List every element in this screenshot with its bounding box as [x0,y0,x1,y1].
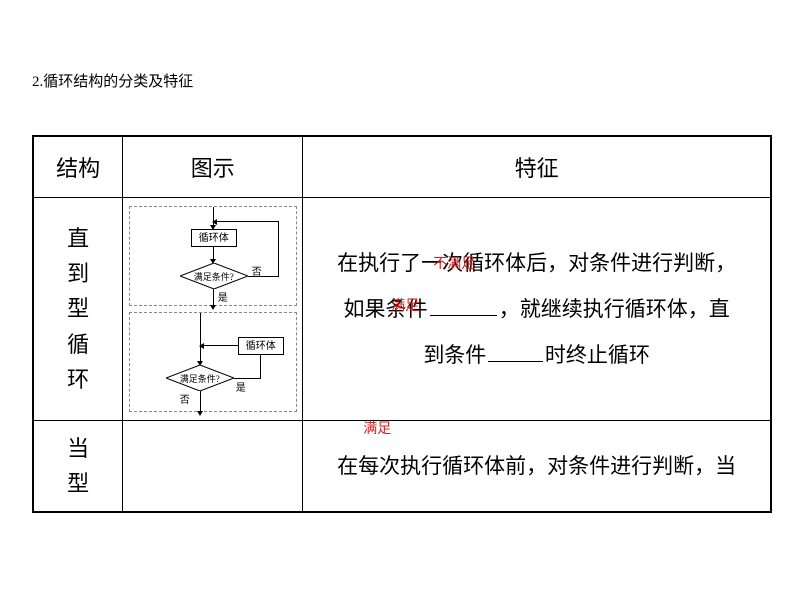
header-feature: 特征 [303,136,771,198]
struct-label-while: 当 型 [33,421,123,513]
loop-body-box-while: 循环体 [238,337,284,355]
flowchart-while: 满足条件? 是 循环体 否 [129,312,297,412]
edge-yes-while: 是 [236,379,246,394]
header-row: 结构 图示 特征 [33,136,771,198]
edge-yes: 是 [218,289,228,304]
header-structure: 结构 [33,136,123,198]
condition-diamond-while: 满足条件? [166,365,234,391]
diagram-while-cell [123,421,303,513]
blank-1 [430,295,497,316]
row-while-loop: 当 型 在每次执行循环体前，对条件进行判断，当 满足 [33,421,771,513]
header-diagram: 图示 [123,136,303,198]
row-until-loop: 直 到 型 循 环 循环体 满足条件? [33,198,771,421]
feat2-l1: 在每次执行循环体前，对条件进行判断，当 [337,454,736,478]
page-title: 2.循环结构的分类及特征 [32,70,193,91]
feat1-l2b: ，就继续执行循环体，直 [499,297,730,321]
struct-label-until: 直 到 型 循 环 [33,198,123,421]
flowchart-until: 循环体 满足条件? 否 是 [129,206,297,306]
annotation-satisfied-1: 满足 [391,290,419,321]
feature-while: 在每次执行循环体前，对条件进行判断，当 满足 [303,421,771,513]
edge-no-while: 否 [180,391,190,406]
condition-diamond: 满足条件? [180,263,248,289]
annotation-not-satisfied: 不满足 [433,248,475,279]
annotation-satisfied-2: 满足 [363,413,391,444]
blank-2 [488,341,543,362]
feature-until: 在执行了一次循环体后，对条件进行判断， 如果条件，就继续执行循环体，直 到条件时… [303,198,771,421]
feat1-l3b: 时终止循环 [545,343,650,367]
edge-no: 否 [252,263,262,278]
feat1-l1: 在执行了一次循环体后，对条件进行判断， [337,251,736,275]
diagram-until: 循环体 满足条件? 否 是 [123,198,303,421]
feat1-l3a: 到条件 [423,343,486,367]
loop-structure-table: 结构 图示 特征 直 到 型 循 环 循环体 [32,135,772,513]
loop-body-box: 循环体 [191,229,237,247]
